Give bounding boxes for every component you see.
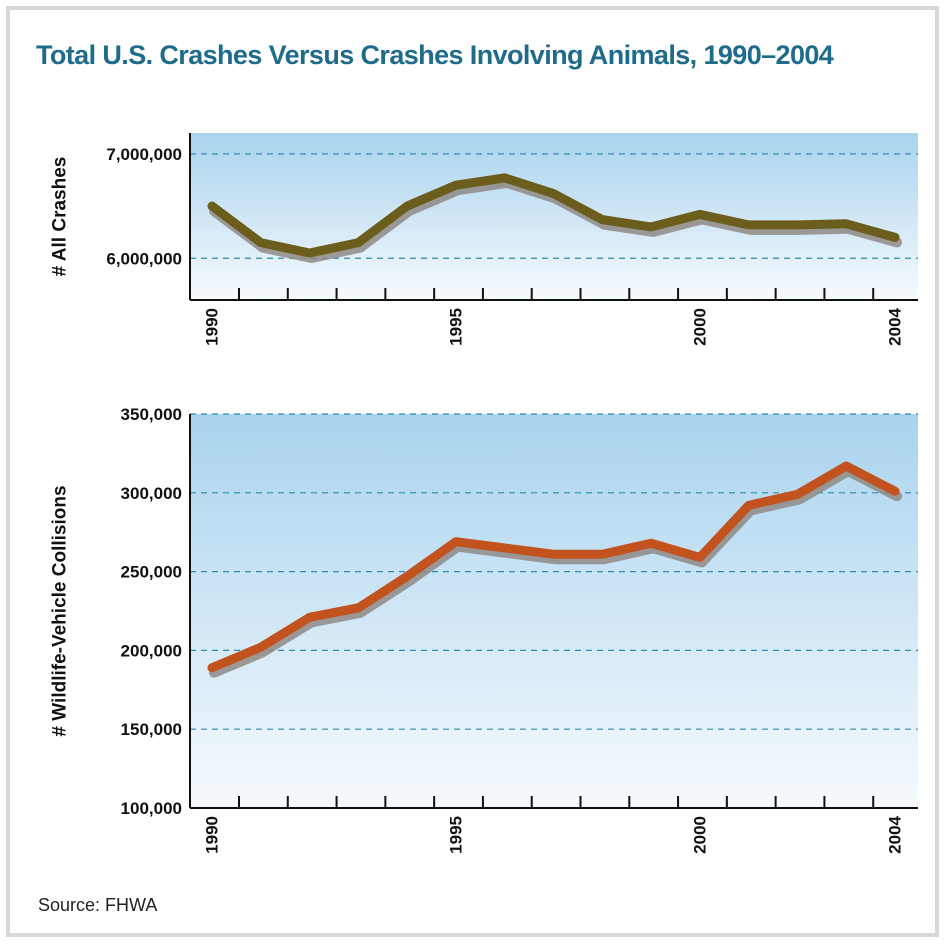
all-crashes-data-point bbox=[257, 239, 265, 247]
all-crashes-x-tick-label: 2004 bbox=[886, 307, 905, 345]
wildlife-y-tick-label: 100,000 bbox=[121, 799, 182, 818]
all-crashes-y-axis-label: # All Crashes bbox=[50, 157, 71, 277]
wildlife-x-tick-label: 1990 bbox=[203, 816, 222, 854]
all-crashes-data-point bbox=[793, 221, 801, 229]
wildlife-y-tick-label: 150,000 bbox=[121, 720, 182, 739]
wildlife-data-point bbox=[354, 604, 362, 612]
wildlife-y-tick-label: 300,000 bbox=[121, 484, 182, 503]
all-crashes-data-point bbox=[550, 190, 557, 198]
all-crashes-x-tick-label: 2000 bbox=[690, 308, 709, 346]
wildlife-data-point bbox=[842, 462, 850, 470]
chart-title: Total U.S. Crashes Versus Crashes Involv… bbox=[36, 40, 834, 70]
wildlife-data-point bbox=[793, 490, 801, 498]
wildlife-data-point bbox=[891, 487, 899, 495]
wildlife-x-tick-label: 2004 bbox=[886, 815, 905, 853]
wildlife-data-point bbox=[598, 550, 606, 558]
all-crashes-data-point bbox=[647, 223, 655, 231]
wildlife-data-point bbox=[257, 643, 265, 651]
source-note: Source: FHWA bbox=[38, 895, 158, 915]
wildlife-data-point bbox=[452, 538, 460, 546]
wildlife-data-point bbox=[550, 550, 557, 558]
wildlife-data-point bbox=[501, 544, 509, 552]
all-crashes-x-tick-label: 1995 bbox=[446, 308, 465, 346]
wildlife-x-tick-label: 2000 bbox=[690, 816, 709, 854]
all-crashes-data-point bbox=[208, 202, 216, 210]
all-crashes-data-point bbox=[354, 239, 362, 247]
wildlife-data-point bbox=[647, 539, 655, 547]
all-crashes-data-point bbox=[696, 210, 704, 218]
all-crashes-data-point bbox=[598, 216, 606, 224]
all-crashes-data-point bbox=[306, 249, 314, 257]
all-crashes-x-tick-label: 1990 bbox=[203, 308, 222, 346]
wildlife-data-point bbox=[745, 501, 753, 509]
wildlife-data-point bbox=[403, 572, 411, 580]
all-crashes-y-tick-label: 6,000,000 bbox=[106, 249, 182, 268]
wildlife-data-point bbox=[208, 664, 216, 672]
all-crashes-data-point bbox=[452, 181, 460, 189]
all-crashes-data-point bbox=[745, 221, 753, 229]
wildlife-x-tick-label: 1995 bbox=[446, 816, 465, 854]
all-crashes-data-point bbox=[842, 220, 850, 228]
wildlife-plot-area bbox=[190, 414, 918, 808]
all-crashes-data-point bbox=[403, 202, 411, 210]
wildlife-y-axis-label: # Wildlife-Vehicle Collisions bbox=[50, 485, 71, 736]
wildlife-y-tick-label: 250,000 bbox=[121, 563, 182, 582]
all-crashes-data-point bbox=[891, 233, 899, 241]
wildlife-data-point bbox=[696, 553, 704, 561]
wildlife-line-shadow bbox=[209, 466, 902, 678]
all-crashes-y-tick-label: 7,000,000 bbox=[106, 145, 182, 164]
all-crashes-data-point bbox=[501, 174, 509, 182]
all-crashes-plot-area bbox=[190, 133, 918, 300]
wildlife-y-tick-label: 350,000 bbox=[121, 405, 182, 424]
wildlife-y-tick-label: 200,000 bbox=[121, 641, 182, 660]
wildlife-data-point bbox=[306, 613, 314, 621]
